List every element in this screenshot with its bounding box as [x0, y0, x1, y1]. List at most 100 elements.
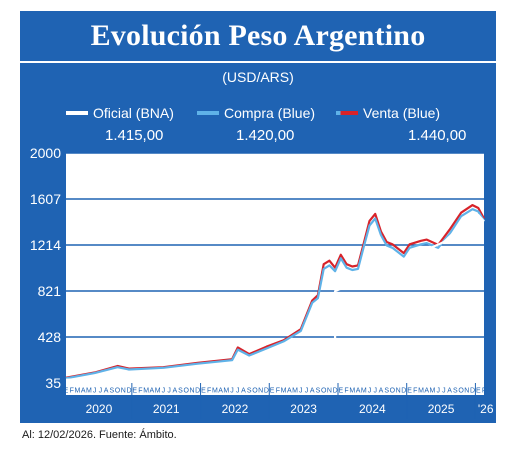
y-tick-label: 1607: [30, 191, 61, 207]
month-tick-label: J: [436, 388, 440, 395]
month-tick-label: F: [482, 388, 486, 395]
y-tick-label: 2000: [30, 145, 61, 161]
month-tick-label: D: [401, 388, 406, 395]
month-tick-label: M: [349, 388, 355, 395]
legend-label-compra: Compra (Blue): [224, 105, 316, 121]
year-label: 2025: [428, 402, 455, 416]
year-label: 2022: [222, 402, 249, 416]
month-tick-label: A: [356, 388, 361, 395]
month-tick-label: E: [270, 388, 275, 395]
month-tick-label: S: [384, 388, 389, 395]
legend-item-oficial: Oficial (BNA): [66, 103, 174, 123]
legend-values: 1.415,00 1.420,00 1.440,00: [20, 127, 496, 147]
month-tick-label: F: [138, 388, 142, 395]
month-tick-label: J: [442, 388, 446, 395]
month-tick-label: A: [218, 388, 223, 395]
month-tick-label: M: [281, 388, 287, 395]
month-tick-label: S: [178, 388, 183, 395]
legend-swatch-oficial: [66, 111, 88, 115]
legend-swatch-venta: [336, 111, 358, 115]
month-tick-label: M: [86, 388, 92, 395]
month-tick-label: E: [339, 388, 344, 395]
month-tick-label: S: [316, 388, 321, 395]
month-tick-label: E: [476, 388, 481, 395]
month-tick-label: O: [115, 388, 121, 395]
month-tick-label: M: [361, 388, 367, 395]
month-tick-label: N: [396, 388, 401, 395]
month-tick-label: F: [413, 388, 417, 395]
month-tick-label: S: [453, 388, 458, 395]
month-tick-label: A: [379, 388, 384, 395]
month-tick-label: M: [75, 388, 81, 395]
month-tick-label: A: [104, 388, 109, 395]
year-label: 2024: [359, 402, 386, 416]
month-tick-label: A: [447, 388, 452, 395]
month-tick-label: A: [150, 388, 155, 395]
month-tick-label: J: [299, 388, 303, 395]
month-tick-label: S: [247, 388, 252, 395]
y-tick-label: 428: [38, 329, 62, 345]
source-footnote: Al: 12/02/2026. Fuente: Ámbito.: [22, 429, 177, 441]
title-bar: Evolución Peso Argentino: [20, 11, 496, 61]
month-tick-label: J: [230, 388, 234, 395]
month-tick-label: J: [368, 388, 372, 395]
chart-subtitle: (USD/ARS): [222, 69, 294, 85]
legend-swatch-compra: [197, 111, 219, 115]
month-tick-label: F: [276, 388, 280, 395]
month-tick-label: O: [458, 388, 464, 395]
series-line-compra: [65, 208, 485, 380]
month-tick-label: O: [184, 388, 190, 395]
series-line-oficial: [65, 213, 485, 381]
month-tick-label: E: [407, 388, 412, 395]
month-tick-label: D: [126, 388, 131, 395]
month-tick-label: M: [223, 388, 229, 395]
month-tick-label: M: [430, 388, 436, 395]
month-tick-label: N: [258, 388, 263, 395]
value-compra: 1.420,00: [236, 127, 295, 144]
chart-title: Evolución Peso Argentino: [90, 19, 426, 52]
y-tick-label: 821: [38, 283, 62, 299]
month-tick-label: J: [93, 388, 97, 395]
legend: Oficial (BNA) Compra (Blue) Venta (Blue): [20, 103, 496, 123]
plot-area: [66, 153, 484, 383]
legend-item-compra: Compra (Blue): [197, 103, 315, 123]
month-tick-label: A: [424, 388, 429, 395]
month-tick-label: D: [264, 388, 269, 395]
month-tick-label: M: [212, 388, 218, 395]
month-tick-label: J: [373, 388, 377, 395]
month-tick-label: J: [162, 388, 166, 395]
month-tick-label: M: [418, 388, 424, 395]
month-axis-band: [66, 383, 484, 395]
y-tick-label: 1214: [30, 237, 61, 253]
year-label: 2023: [290, 402, 317, 416]
month-tick-label: D: [195, 388, 200, 395]
month-tick-label: A: [172, 388, 177, 395]
month-tick-label: J: [99, 388, 103, 395]
month-tick-label: O: [252, 388, 258, 395]
month-tick-label: A: [310, 388, 315, 395]
chart-panel: Evolución Peso Argentino (USD/ARS) Ofici…: [20, 11, 496, 423]
month-tick-label: E: [64, 388, 69, 395]
month-tick-label: M: [143, 388, 149, 395]
month-tick-label: A: [241, 388, 246, 395]
legend-label-oficial: Oficial (BNA): [93, 105, 174, 121]
month-tick-label: M: [155, 388, 161, 395]
month-tick-label: F: [70, 388, 74, 395]
y-tick-label: 35: [45, 375, 61, 391]
month-tick-label: J: [305, 388, 309, 395]
month-tick-label: N: [464, 388, 469, 395]
month-tick-label: N: [121, 388, 126, 395]
month-tick-label: N: [189, 388, 194, 395]
value-oficial: 1.415,00: [105, 127, 164, 144]
month-tick-label: F: [344, 388, 348, 395]
year-label: 2021: [153, 402, 180, 416]
month-tick-label: J: [236, 388, 240, 395]
month-tick-label: F: [207, 388, 211, 395]
value-venta: 1.440,00: [408, 127, 467, 144]
month-tick-label: A: [81, 388, 86, 395]
month-tick-label: E: [132, 388, 137, 395]
month-tick-label: E: [201, 388, 206, 395]
month-tick-label: M: [292, 388, 298, 395]
month-tick-label: N: [327, 388, 332, 395]
